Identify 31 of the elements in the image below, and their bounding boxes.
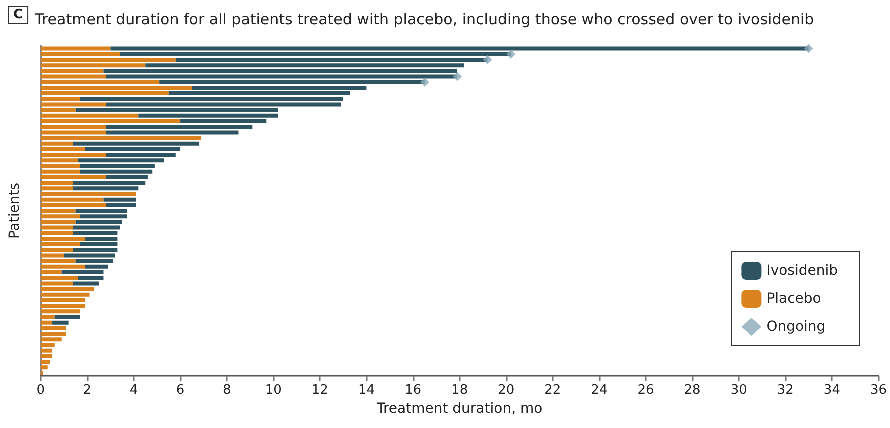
- x-tick-label: 12: [312, 383, 328, 398]
- x-tick-label: 32: [777, 383, 794, 398]
- x-tick-label: 14: [358, 383, 375, 398]
- point: [452, 72, 462, 82]
- x-tick-label: 22: [544, 383, 562, 398]
- x-tick-label: 4: [130, 383, 138, 398]
- chart-title: Treatment duration for all patients treated with placebo, including those who crossed over to ivosidenib: [34, 10, 814, 28]
- x-tick-label: 30: [730, 383, 748, 398]
- x-tick-label: 20: [498, 383, 515, 398]
- legend-label: Ivosidenib: [766, 263, 838, 279]
- x-tick-label: 0: [36, 383, 46, 398]
- x-tick-label: 10: [265, 383, 282, 398]
- x-tick-label: 2: [83, 383, 92, 398]
- point: [804, 44, 814, 54]
- x-tick-label: 26: [638, 383, 654, 398]
- point: [483, 55, 492, 64]
- y-axis-title: Patients: [7, 182, 23, 240]
- point: [420, 78, 430, 87]
- text: C: [14, 8, 24, 22]
- legend-label: Placebo: [766, 291, 822, 307]
- point: [506, 50, 516, 59]
- x-tick-label: 36: [870, 383, 887, 398]
- x-axis-title: Treatment duration, mo: [376, 400, 543, 417]
- legend-label: Ongoing: [766, 319, 826, 335]
- x-tick-label: 28: [684, 383, 701, 398]
- x-tick-label: 16: [404, 383, 422, 398]
- x-tick-label: 34: [824, 383, 840, 398]
- x-tick-label: 24: [591, 383, 608, 398]
- x-tick-label: 6: [176, 383, 185, 398]
- x-tick-label: 8: [222, 383, 232, 398]
- x-tick-label: 18: [452, 383, 468, 398]
